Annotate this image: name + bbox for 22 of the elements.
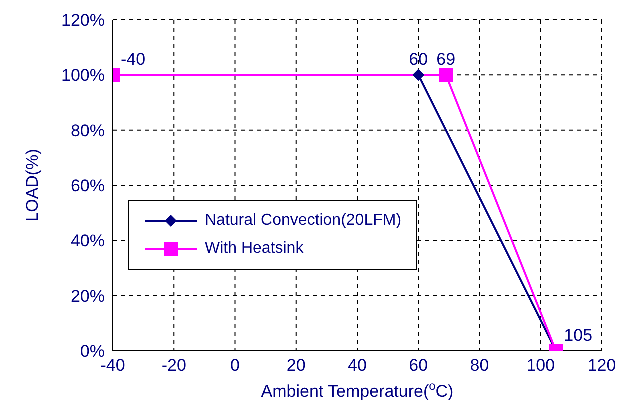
- y-tick-label: 120%: [62, 11, 105, 30]
- y-tick-label: 20%: [70, 286, 105, 306]
- y-tick-label: 100%: [62, 66, 105, 86]
- y-axis-title: LOAD(%): [23, 149, 42, 222]
- x-tick-label: 80: [470, 356, 490, 376]
- legend-label: With Heatsink: [205, 240, 304, 258]
- x-axis-title: Ambient Temperature($^{o}$C): [261, 379, 454, 401]
- x-tick-label: 0: [230, 356, 240, 376]
- annotation: 69: [436, 50, 456, 70]
- legend-label: Natural Convection(20LFM): [205, 212, 402, 230]
- x-tick-label: 60: [409, 356, 428, 376]
- y-tick-label: 40%: [70, 232, 105, 251]
- annotation: -40: [121, 50, 146, 70]
- y-tick-label: 80%: [70, 121, 105, 140]
- x-tick-label: -20: [162, 356, 186, 376]
- x-tick-label: 20: [286, 356, 306, 376]
- x-tick-label: 120: [588, 356, 616, 376]
- annotation: 60: [409, 50, 428, 70]
- annotation: 105: [564, 326, 593, 345]
- y-tick-label: 60%: [70, 176, 105, 196]
- x-tick-label: 40: [348, 356, 367, 376]
- x-tick-label: 100: [526, 356, 556, 376]
